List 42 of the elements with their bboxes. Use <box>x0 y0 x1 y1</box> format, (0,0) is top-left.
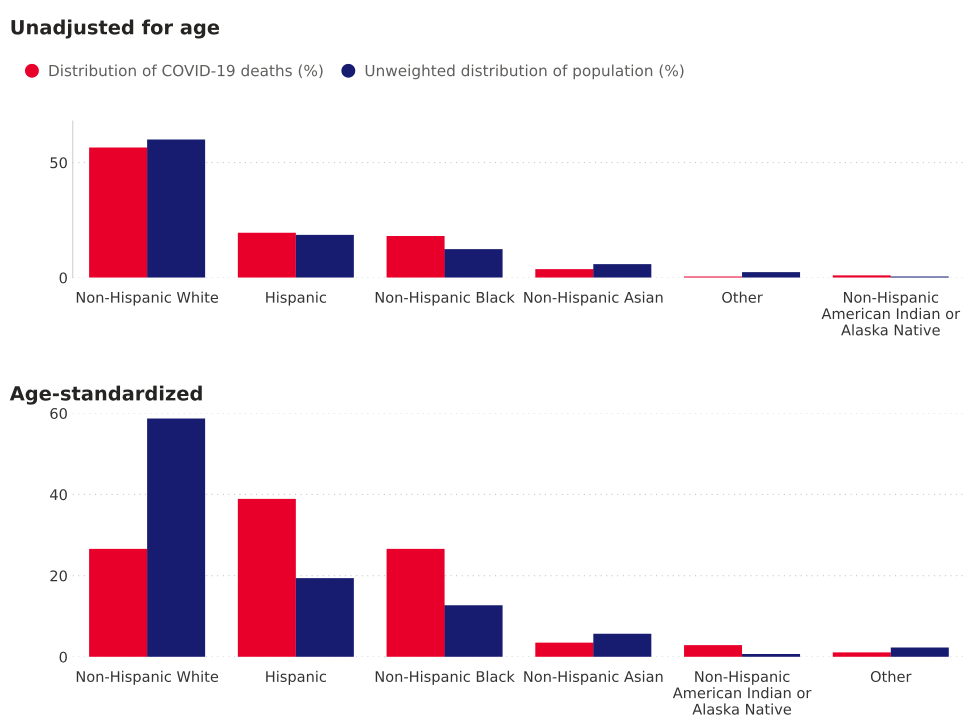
x-tick-label: Non-Hispanic American Indian or Alaska Native <box>822 292 960 336</box>
x-tick-label: Hispanic <box>266 670 326 685</box>
x-tick-label: Non-Hispanic Black <box>376 670 515 685</box>
bar <box>386 548 445 657</box>
bar <box>444 605 503 657</box>
bar <box>147 418 206 657</box>
y-tick-label: 0 <box>60 652 67 663</box>
bar <box>147 140 206 278</box>
bar <box>238 498 296 657</box>
y-tick-label: 60 <box>50 408 67 419</box>
bar <box>296 578 354 657</box>
y-tick-label: 50 <box>50 157 67 168</box>
bar <box>684 645 742 657</box>
bar <box>296 234 354 278</box>
bar <box>386 236 445 278</box>
bar <box>238 232 296 278</box>
y-tick-label: 0 <box>60 272 67 284</box>
bar <box>89 548 148 657</box>
bar <box>593 264 652 278</box>
x-tick-label: Non-Hispanic Asian <box>524 670 663 685</box>
bar <box>593 634 652 657</box>
bar <box>89 148 148 278</box>
x-tick-label: Other <box>722 292 763 303</box>
x-tick-label: Non-Hispanic Asian <box>524 292 663 306</box>
y-tick-label: 20 <box>50 570 67 582</box>
bar <box>890 648 949 657</box>
bar <box>535 269 594 278</box>
legend-label: Unweighted distribution of population (%) <box>366 64 684 80</box>
x-tick-label: Non-Hispanic White <box>76 292 218 306</box>
x-tick-label: Hispanic <box>266 292 326 306</box>
x-tick-label: Non-Hispanic American Indian or Alaska Native <box>672 670 812 715</box>
legend-label: Distribution of COVID-19 deaths (%) <box>49 64 323 78</box>
chart-title: Unadjusted for age <box>11 20 220 38</box>
y-tick-label: 40 <box>50 489 67 500</box>
bar <box>832 652 891 657</box>
bar <box>742 272 800 278</box>
chart-title: Age-standardized <box>10 386 202 405</box>
bar <box>535 642 594 657</box>
bar <box>444 249 503 278</box>
x-tick-label: Other <box>870 670 912 682</box>
x-tick-label: Non-Hispanic Black <box>376 292 515 306</box>
x-tick-label: Non-Hispanic White <box>76 670 218 685</box>
